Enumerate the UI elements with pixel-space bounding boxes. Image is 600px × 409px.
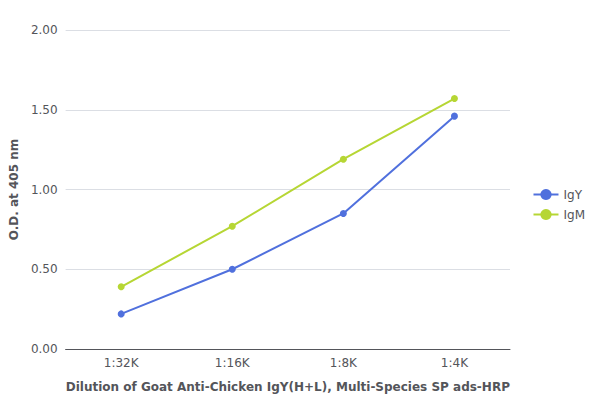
svg-text:O.D. at 405 nm: O.D. at 405 nm [7, 139, 21, 240]
svg-text:1:8K: 1:8K [330, 356, 358, 370]
svg-text:IgY: IgY [563, 188, 582, 202]
svg-text:IgM: IgM [563, 208, 585, 222]
svg-text:Dilution of Goat Anti-Chicken: Dilution of Goat Anti-Chicken IgY(H+L), … [66, 380, 510, 394]
svg-text:1.00: 1.00 [31, 183, 58, 197]
svg-text:2.00: 2.00 [31, 23, 58, 37]
svg-text:1.50: 1.50 [31, 103, 58, 117]
svg-text:0.50: 0.50 [31, 262, 58, 276]
svg-text:1:4K: 1:4K [441, 356, 469, 370]
svg-text:1:32K: 1:32K [104, 356, 140, 370]
svg-text:0.00: 0.00 [31, 342, 58, 356]
svg-text:1:16K: 1:16K [215, 356, 251, 370]
